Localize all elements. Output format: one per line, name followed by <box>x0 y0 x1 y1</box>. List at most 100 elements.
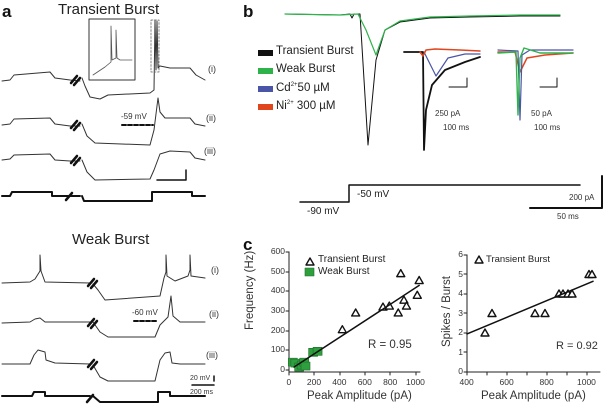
legend1-square-icon <box>304 267 315 277</box>
panel-a-letter: a <box>2 2 12 21</box>
y-tick-label: 0 <box>280 364 285 374</box>
data-point-triangle <box>414 275 424 285</box>
transient-burst-title: Transient Burst <box>58 1 160 18</box>
legend-swatch-transient <box>258 50 273 56</box>
inset1-scale-bar <box>448 77 468 88</box>
legend1-triangle-icon <box>305 257 315 266</box>
x-tick-label: 600 <box>357 377 372 387</box>
x-tick-label: 1000 <box>577 377 596 387</box>
plot2-xlabel: Peak Amplitude (pA) <box>481 390 586 402</box>
legend2-triangle-icon <box>474 255 484 264</box>
legend-swatch-ni <box>258 104 273 110</box>
voltage-step-protocol <box>299 184 581 203</box>
plot1-xlabel: Peak Amplitude (pA) <box>307 390 412 402</box>
plot1-fit-line <box>293 284 420 368</box>
y-tick-label: 1 <box>458 346 463 357</box>
inset2-time-label: 100 ms <box>534 123 561 132</box>
plot2-axes <box>463 254 601 376</box>
legend-label-cd: Cd2+50 µM <box>276 81 330 94</box>
legend-swatch-weak <box>258 68 273 74</box>
legend-label-weak: Weak Burst <box>276 63 336 75</box>
inset1-trace-cd <box>423 51 481 77</box>
data-point-triangle <box>401 301 412 310</box>
data-point-triangle <box>393 308 403 317</box>
b-scale-current-label: 200 pA <box>569 193 595 202</box>
inset1-trace-ni <box>419 48 481 57</box>
x-tick-label: 0 <box>286 377 292 387</box>
data-point-triangle <box>567 289 577 298</box>
plot1-legend-transient: Transient Burst <box>318 254 386 265</box>
y-tick-label: 4 <box>458 288 463 298</box>
plot1-r-value: R = 0.95 <box>368 339 412 351</box>
scale-time-label: 200 ms <box>190 389 213 396</box>
x-tick-label: 400 <box>459 377 474 387</box>
weak-trace-i <box>1 254 206 301</box>
data-point-triangle <box>530 308 540 318</box>
plot2-r-value: R = 0.92 <box>556 340 598 352</box>
trace-label-i: (i) <box>208 64 216 74</box>
trace-label-iii: (iii) <box>204 146 216 156</box>
weak-scale-bar <box>191 375 215 386</box>
transient-trace-i <box>1 19 206 100</box>
data-point-square <box>300 361 311 371</box>
x-tick-label: 800 <box>383 377 398 387</box>
holding-potential-label: -90 mV <box>307 206 340 217</box>
y-tick-label: 5 <box>458 268 463 279</box>
plot2-points <box>480 269 597 337</box>
inset2-trace-weak <box>497 47 574 116</box>
spike-dashed-box <box>150 19 160 73</box>
y-tick-label: 200 <box>270 324 285 335</box>
x-tick-label: 400 <box>332 377 347 387</box>
transient-trace-iii <box>1 150 206 181</box>
panel-b-letter: b <box>243 2 254 21</box>
plot1-points <box>288 268 424 372</box>
y-tick-label: 2 <box>458 327 463 337</box>
current-trace-weak <box>284 13 561 56</box>
data-point-triangle <box>350 308 361 317</box>
b-scale-time-label: 50 ms <box>557 212 579 221</box>
y-tick-label: 6 <box>458 249 463 259</box>
weak-trace-iii <box>1 349 206 382</box>
plot2-legend-transient: Transient Burst <box>486 254 551 265</box>
inset1-time-label: 100 ms <box>443 123 470 132</box>
y-tick-label: 600 <box>270 246 285 256</box>
x-tick-label: 800 <box>539 377 554 387</box>
y-tick-label: 0 <box>458 366 463 376</box>
b-scale-bar <box>529 175 603 209</box>
data-point-triangle <box>399 295 409 304</box>
x-tick-label: 200 <box>306 377 322 387</box>
weak-command-step <box>1 391 206 403</box>
inset2-scale-bar <box>539 77 558 88</box>
panel-c-letter: c <box>243 235 253 254</box>
y-tick-label: 100 <box>270 344 285 355</box>
data-point-triangle <box>487 308 497 318</box>
transient-scale-bar <box>156 169 187 181</box>
weak-trace-label-ii: (ii) <box>209 309 219 319</box>
transient-threshold-label: -59 mV <box>121 112 147 121</box>
x-tick-label: 1000 <box>406 377 425 387</box>
weak-trace-ii <box>1 295 206 338</box>
legend-label-ni: Ni2+ 300 µM <box>276 99 336 112</box>
spike-inset-box <box>88 18 136 81</box>
inset2-current-label: 50 pA <box>531 109 552 118</box>
plot1-legend-weak: Weak Burst <box>318 266 370 277</box>
weak-trace-label-iii: (iii) <box>206 350 218 360</box>
break-marks-weak <box>85 277 99 404</box>
weak-threshold-label: -60 mV <box>132 308 158 317</box>
weak-trace-label-i: (i) <box>211 265 219 275</box>
plot2-ylabel: Spikes / Burst <box>441 276 453 347</box>
transient-trace-ii <box>1 97 206 146</box>
inset1-trace-transient <box>403 51 481 151</box>
legend-swatch-cd <box>258 86 273 92</box>
data-point-triangle <box>396 268 406 278</box>
y-tick-label: 400 <box>270 285 285 296</box>
transient-command-step <box>1 191 206 202</box>
break-marks-transient <box>64 74 82 202</box>
weak-burst-title: Weak Burst <box>72 231 150 248</box>
step-potential-label: -50 mV <box>357 189 390 200</box>
y-tick-label: 500 <box>270 265 285 276</box>
y-tick-label: 3 <box>458 307 463 318</box>
plot1-axes <box>285 251 421 376</box>
plot2-fit-line <box>466 280 594 335</box>
